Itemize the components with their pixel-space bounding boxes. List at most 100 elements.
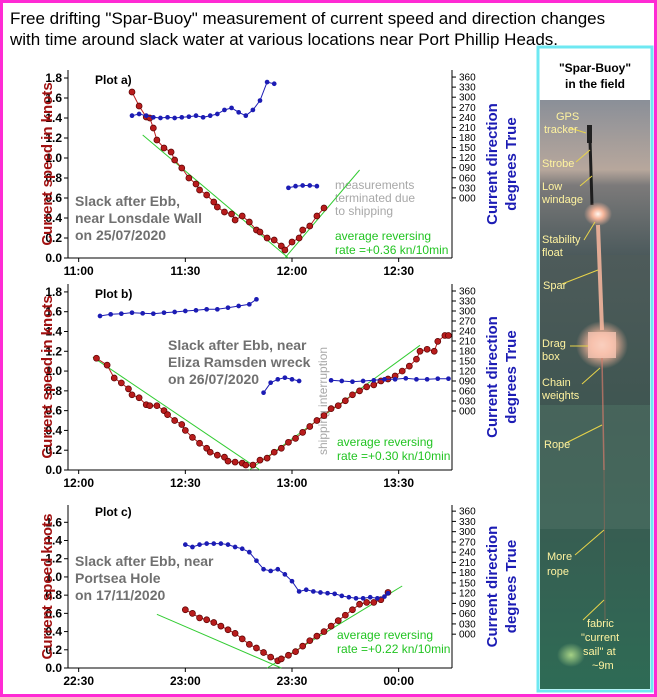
data-point <box>253 644 260 652</box>
data-point <box>385 590 391 596</box>
y-tick-label: 1.0 <box>45 570 62 584</box>
data-point <box>286 185 291 191</box>
x-tick-label: 12:30 <box>170 476 201 490</box>
y-tick-label: 0.4 <box>45 423 62 437</box>
data-point <box>367 594 373 600</box>
data-point <box>172 309 178 315</box>
data-point <box>178 164 186 172</box>
data-point <box>257 98 263 103</box>
photo-label: sail" at <box>583 646 616 658</box>
data-point <box>288 238 296 246</box>
data-point <box>210 619 218 626</box>
data-point <box>446 376 451 382</box>
data-point <box>306 637 314 645</box>
rate-note: rate =+0.30 kn/10min <box>337 449 450 463</box>
data-point <box>254 296 259 302</box>
y2-tick-label: 270 <box>459 103 476 114</box>
photo-label: float <box>542 247 563 259</box>
data-point <box>414 376 419 382</box>
data-point <box>398 367 406 375</box>
data-point <box>224 457 232 465</box>
y-tick-label: 0.8 <box>45 171 62 185</box>
data-point <box>203 616 211 624</box>
data-point <box>140 310 146 316</box>
data-point <box>182 308 188 314</box>
data-point <box>293 183 298 189</box>
data-point <box>160 144 168 152</box>
data-point <box>231 630 239 637</box>
spar <box>596 224 604 331</box>
data-point <box>217 622 225 630</box>
y2-tick-label: 060 <box>459 609 476 620</box>
data-point <box>424 376 430 382</box>
y2-axis-label: Current direction <box>484 526 501 648</box>
rope <box>601 357 605 471</box>
y2-tick-label: 000 <box>459 407 476 418</box>
data-point <box>313 632 321 640</box>
data-point <box>189 610 196 617</box>
series-line <box>131 81 317 189</box>
y-tick-label: 1.0 <box>45 151 62 165</box>
y-tick-label: 1.6 <box>45 515 62 529</box>
y-axis-label: Current speed knots <box>39 514 56 660</box>
data-point <box>128 88 136 96</box>
data-point <box>430 347 438 355</box>
y-tick-label: 0.4 <box>45 211 62 225</box>
y2-tick-label: 210 <box>459 123 476 134</box>
photo-label: "current <box>581 632 619 644</box>
y2-tick-label: 090 <box>459 377 476 388</box>
y-tick-label: 0.6 <box>45 404 62 418</box>
y2-tick-label: 210 <box>459 337 476 348</box>
x-tick-label: 12:00 <box>277 264 308 278</box>
leader <box>575 149 591 163</box>
more-rope <box>603 469 606 621</box>
data-point <box>296 589 302 594</box>
data-point <box>93 354 100 362</box>
data-point <box>306 222 314 230</box>
data-point <box>306 423 314 430</box>
y-tick-label: 1.8 <box>45 285 62 299</box>
data-point <box>172 115 178 121</box>
plot: 0.00.20.40.60.81.01.21.41.60000300600901… <box>39 505 520 688</box>
rate-note: rate =+0.36 kn/10min <box>335 243 448 257</box>
data-point <box>275 376 281 382</box>
data-point <box>360 595 366 601</box>
y-tick-label: 1.4 <box>45 534 62 548</box>
data-point <box>299 429 307 436</box>
data-point <box>153 402 161 410</box>
data-point <box>203 191 211 199</box>
data-point <box>206 448 214 456</box>
data-point <box>229 105 234 111</box>
leader <box>574 529 605 556</box>
data-point <box>238 212 246 220</box>
remark: terminated due <box>335 191 415 205</box>
y-tick-label: 0.2 <box>45 231 62 245</box>
y2-axis-label: degrees True <box>503 117 520 210</box>
data-point <box>150 114 156 120</box>
data-point <box>370 381 378 389</box>
x-tick-label: 23:00 <box>170 674 201 688</box>
data-point <box>204 306 210 312</box>
y2-tick-label: 300 <box>459 527 476 538</box>
data-point <box>161 310 167 316</box>
x-tick-label: 22:30 <box>63 674 94 688</box>
photo-section <box>540 405 650 529</box>
data-point <box>213 203 221 211</box>
data-point <box>334 617 342 624</box>
data-point <box>207 113 213 119</box>
data-point <box>192 180 200 188</box>
data-point <box>242 461 250 469</box>
data-point <box>214 306 220 312</box>
data-point <box>320 412 328 419</box>
y-tick-label: 1.6 <box>45 305 62 319</box>
data-point <box>211 541 217 546</box>
data-point <box>270 448 278 456</box>
data-point <box>97 313 103 319</box>
y2-tick-label: 000 <box>459 193 476 204</box>
data-point <box>213 451 221 459</box>
data-point <box>350 379 355 385</box>
data-point <box>150 311 156 317</box>
data-point <box>263 234 271 242</box>
photo-title: "Spar-Buoy" <box>559 61 631 75</box>
data-point <box>268 568 274 574</box>
